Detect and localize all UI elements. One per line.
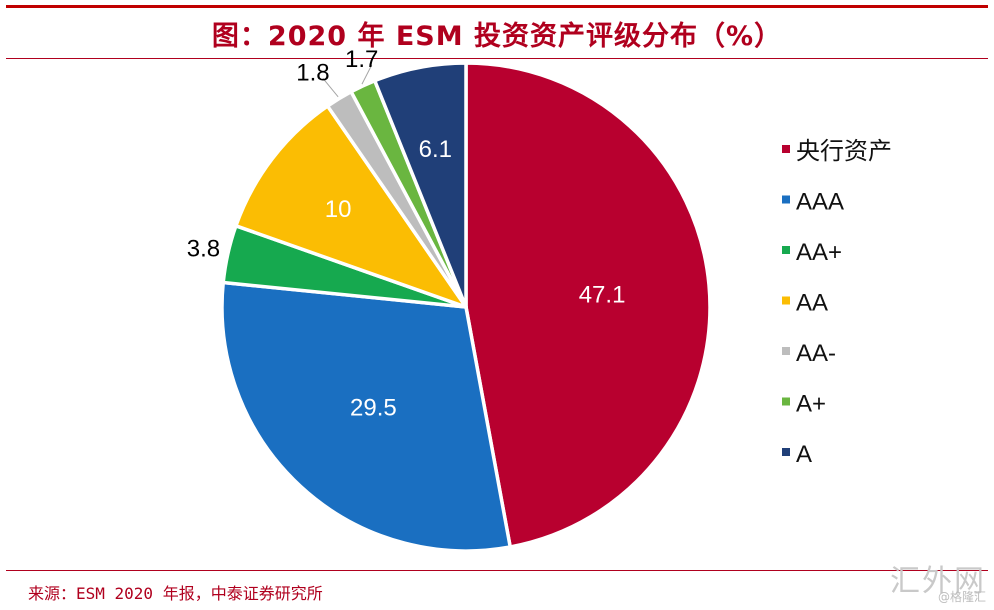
pie-slice-central-bank <box>464 61 712 549</box>
legend-swatch-central-bank <box>782 145 790 153</box>
legend-label-a: A <box>796 441 812 468</box>
data-label-a: 6.1 <box>419 136 452 163</box>
watermark: 汇外网 <box>890 564 986 599</box>
source-rule <box>6 570 988 571</box>
legend-label-a-plus: A+ <box>796 391 826 418</box>
legend-swatch-aa-minus <box>782 347 790 355</box>
legend-swatch-aa-plus <box>782 246 790 254</box>
data-label-aaa: 29.5 <box>350 394 397 421</box>
watermark-sub: @格隆汇 <box>937 590 986 604</box>
chart-title: 图：2020 年 ESM 投资资产评级分布（%） <box>211 21 783 52</box>
legend-swatch-aaa <box>782 195 790 204</box>
data-label-aa-minus: 1.8 <box>296 59 329 86</box>
legend-label-aa: AA <box>796 290 828 317</box>
pie-slice-aaa <box>220 280 512 553</box>
data-label-aa-plus: 3.8 <box>187 235 220 262</box>
data-label-central-bank: 47.1 <box>579 282 626 309</box>
title-top-rule <box>6 5 988 8</box>
legend-label-central-bank: 央行资产 <box>796 138 892 165</box>
legend-swatch-a <box>782 448 790 456</box>
legend-label-aa-minus: AA- <box>796 340 836 367</box>
leader-line-a-plus <box>361 64 373 85</box>
pie-slice-a <box>373 61 468 309</box>
title-bottom-rule <box>6 58 988 59</box>
source-note: 来源：ESM 2020 年报，中泰证券研究所 <box>28 584 323 603</box>
legend-swatch-aa <box>782 296 790 305</box>
pie-slice-aa <box>234 104 468 309</box>
data-label-aa: 10 <box>325 196 352 223</box>
legend-label-aa-plus: AA+ <box>796 239 842 266</box>
leader-line-aa-minus <box>322 77 339 98</box>
data-label-a-plus: 1.7 <box>345 46 378 73</box>
legend-swatch-a-plus <box>782 397 790 406</box>
legend-label-aaa: AAA <box>796 189 844 216</box>
